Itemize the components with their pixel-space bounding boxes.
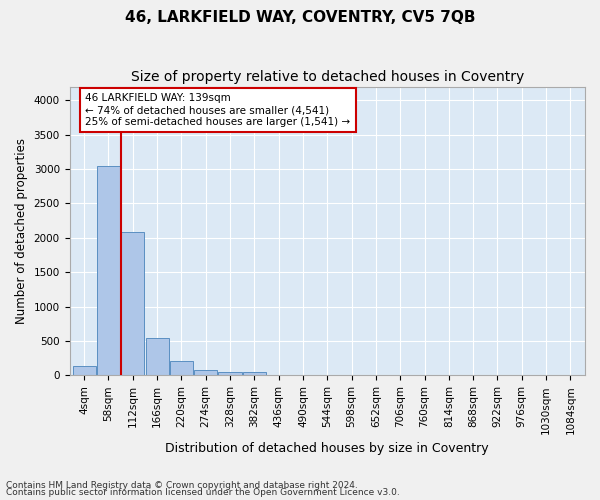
Text: Contains public sector information licensed under the Open Government Licence v3: Contains public sector information licen… xyxy=(6,488,400,497)
Bar xyxy=(243,372,266,376)
Title: Size of property relative to detached houses in Coventry: Size of property relative to detached ho… xyxy=(131,70,524,84)
Bar xyxy=(146,338,169,376)
Bar xyxy=(170,361,193,376)
Text: 46, LARKFIELD WAY, COVENTRY, CV5 7QB: 46, LARKFIELD WAY, COVENTRY, CV5 7QB xyxy=(125,10,475,25)
X-axis label: Distribution of detached houses by size in Coventry: Distribution of detached houses by size … xyxy=(166,442,489,455)
Text: 46 LARKFIELD WAY: 139sqm
← 74% of detached houses are smaller (4,541)
25% of sem: 46 LARKFIELD WAY: 139sqm ← 74% of detach… xyxy=(85,94,350,126)
Bar xyxy=(194,370,217,376)
Y-axis label: Number of detached properties: Number of detached properties xyxy=(15,138,28,324)
Bar xyxy=(218,372,242,376)
Bar xyxy=(121,232,144,376)
Bar xyxy=(73,366,95,376)
Bar xyxy=(97,166,120,376)
Text: Contains HM Land Registry data © Crown copyright and database right 2024.: Contains HM Land Registry data © Crown c… xyxy=(6,480,358,490)
